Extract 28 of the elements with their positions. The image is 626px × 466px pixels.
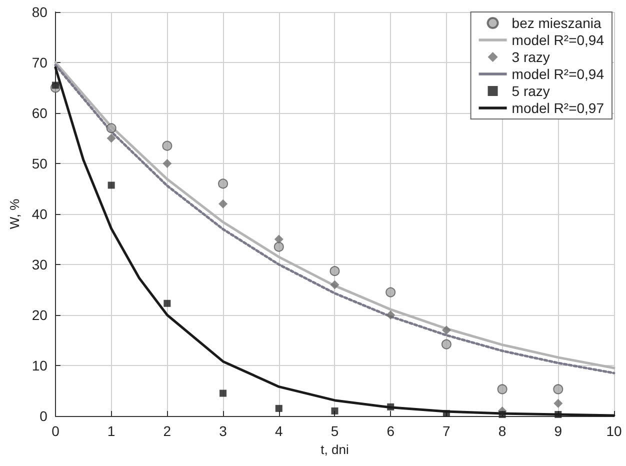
x-axis-title: t, dni [320, 442, 349, 457]
y-axis-title: W, % [7, 198, 22, 230]
legend-label: 3 razy [512, 49, 550, 65]
y-tick-label: 80 [32, 4, 48, 20]
x-tick-label: 0 [52, 423, 60, 439]
legend-label: model R²=0,94 [512, 32, 604, 48]
y-tick-label: 0 [40, 408, 48, 424]
y-tick-label: 30 [32, 256, 48, 272]
legend-label: model R²=0,97 [512, 100, 604, 116]
legend-label: bez mieszania [512, 15, 602, 31]
y-tick-label: 40 [32, 206, 48, 222]
x-tick-label: 9 [554, 423, 562, 439]
x-tick-label: 4 [274, 423, 283, 439]
x-tick-label: 3 [219, 423, 228, 439]
x-tick-label: 6 [386, 423, 395, 439]
x-tick-label: 2 [163, 423, 172, 439]
legend-label: model R²=0,94 [512, 66, 604, 82]
x-tick-label: 5 [330, 423, 339, 439]
x-tick-label: 10 [606, 423, 622, 439]
x-tick-label: 1 [107, 423, 116, 439]
x-tick-label: 7 [442, 423, 451, 439]
y-tick-label: 10 [32, 358, 48, 374]
y-tick-label: 60 [32, 105, 48, 121]
y-tick-label: 20 [32, 307, 48, 323]
legend-label: 5 razy [512, 83, 550, 99]
x-tick-label: 8 [498, 423, 506, 439]
y-tick-label: 50 [32, 156, 48, 172]
y-tick-label: 70 [32, 54, 48, 70]
